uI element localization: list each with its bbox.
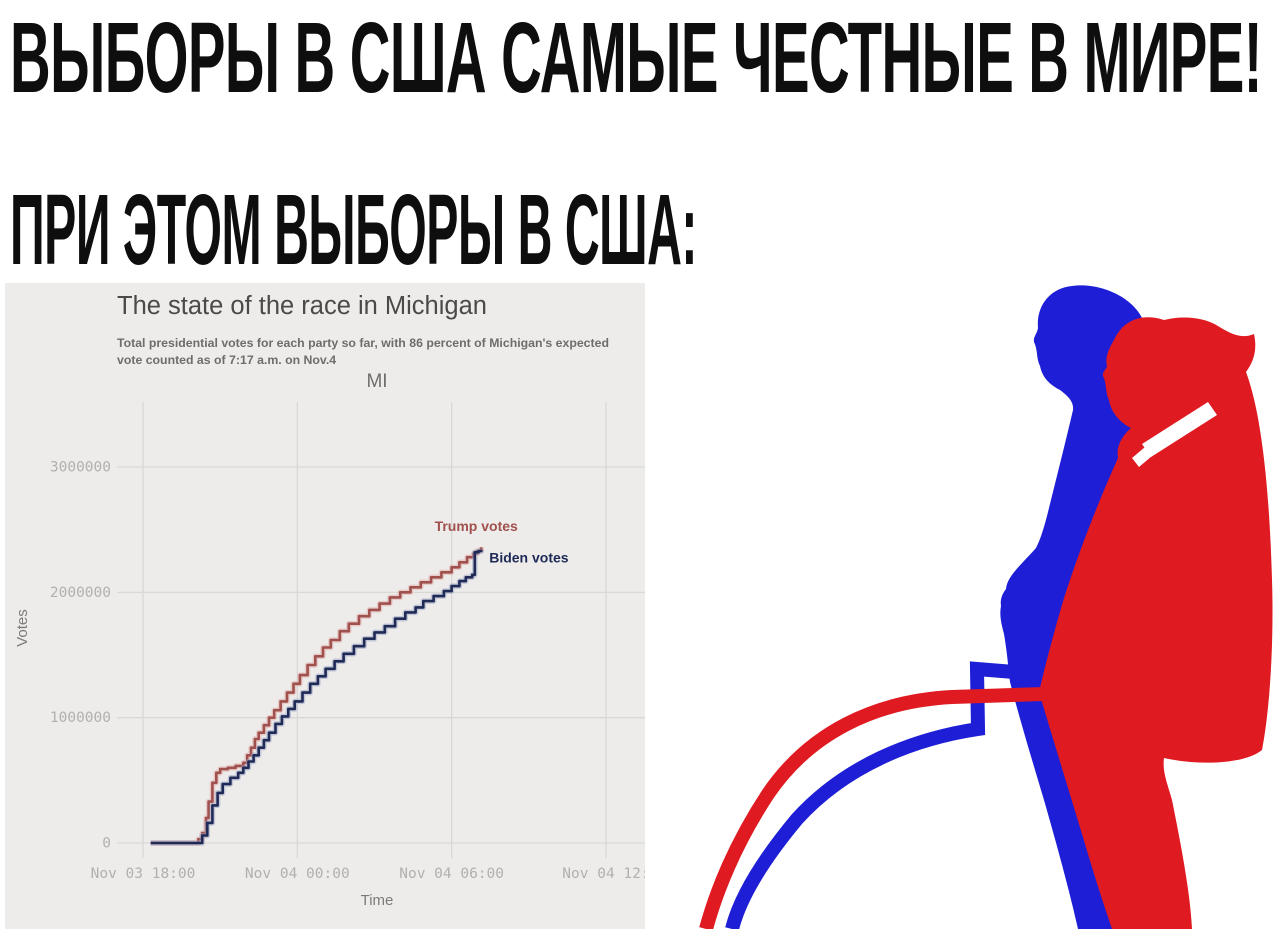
red-stream — [699, 687, 1045, 929]
series-line — [150, 547, 483, 845]
x-tick-label: Nov 04 06:00 — [399, 866, 504, 882]
panel-label: MI — [366, 371, 387, 392]
chart-subtitle: Total presidential votes for each party … — [117, 336, 609, 368]
tie-knot — [1132, 447, 1152, 467]
silhouette-svg — [699, 285, 1273, 929]
headline-second: ПРИ ЭТОМ ВЫБОРЫ В США: — [10, 184, 698, 284]
series-halo — [150, 548, 484, 846]
headline-second-text: ПРИ ЭТОМ ВЫБОРЫ В США: — [10, 184, 697, 284]
series-line — [150, 549, 483, 845]
pee-silhouette-illustration — [640, 280, 1280, 929]
red-figure-silhouette — [1040, 317, 1273, 929]
michigan-chart-panel: The state of the race in Michigan Total … — [5, 283, 645, 929]
headline-top-text: ВЫБОРЫ В США САМЫЕ ЧЕСТНЫЕ В МИРЕ! — [10, 12, 1262, 112]
headline-top: ВЫБОРЫ В США САМЫЕ ЧЕСТНЫЕ В МИРЕ! — [10, 12, 1263, 112]
vote-chart: Nov 03 18:00 Nov 04 00:00 Nov 04 06:00 Nov … — [14, 371, 645, 909]
tie-stripe — [1142, 402, 1217, 457]
blue-stream — [725, 661, 1015, 929]
y-axis-title: Votes — [14, 609, 31, 647]
x-axis-title: Time — [361, 892, 394, 909]
y-tick-label: 3000000 — [50, 460, 111, 476]
series-halo — [150, 547, 484, 846]
chart-title: The state of the race in Michigan — [117, 292, 487, 320]
x-tick-label: Nov 04 12: — [562, 866, 645, 882]
y-tick-label: 1000000 — [50, 710, 111, 726]
series-end-label: Biden votes — [489, 550, 569, 566]
y-tick-label: 0 — [102, 836, 111, 852]
y-tick-label: 2000000 — [50, 585, 111, 601]
series-end-label: Trump votes — [435, 518, 518, 534]
x-tick-label: Nov 04 00:00 — [245, 866, 350, 882]
x-tick-label: Nov 03 18:00 — [91, 866, 196, 882]
